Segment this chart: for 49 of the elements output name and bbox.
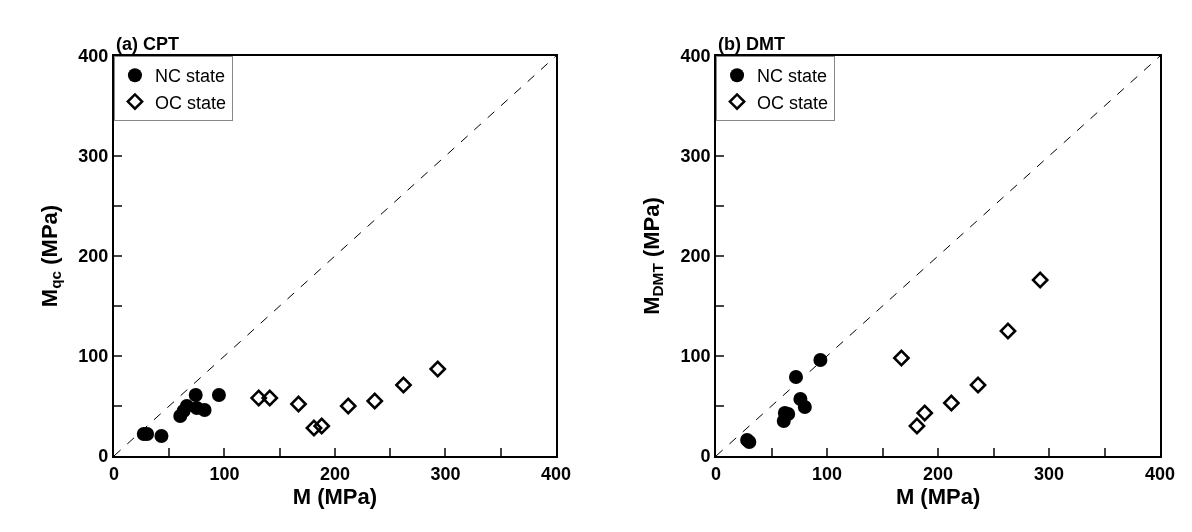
y-tick-label: 200 bbox=[680, 246, 711, 267]
point bbox=[999, 322, 1017, 340]
x-tick-label: 100 bbox=[209, 463, 240, 484]
point bbox=[942, 394, 960, 412]
point bbox=[188, 388, 203, 402]
chart-title: (b) DMT bbox=[718, 34, 785, 54]
y-tick-label: 300 bbox=[78, 146, 109, 167]
point bbox=[313, 417, 331, 435]
y-tick-label: 100 bbox=[78, 346, 109, 367]
x-tick-label: 200 bbox=[923, 463, 954, 484]
y-tick-label: 0 bbox=[98, 446, 109, 467]
y-tick-label: 400 bbox=[78, 46, 109, 67]
y-tick-label: 400 bbox=[680, 46, 711, 67]
x-tick-label: 100 bbox=[812, 463, 843, 484]
point bbox=[908, 417, 926, 435]
legend-label: OC state bbox=[757, 92, 829, 113]
point bbox=[395, 376, 412, 394]
legend-label: OC state bbox=[154, 92, 226, 113]
chart-title: (a) CPT bbox=[116, 34, 179, 54]
point bbox=[366, 392, 384, 410]
x-tick-label: 400 bbox=[1145, 463, 1176, 484]
point bbox=[339, 397, 357, 415]
point bbox=[893, 349, 910, 367]
point bbox=[797, 400, 812, 414]
point bbox=[154, 429, 169, 443]
y-tick-label: 300 bbox=[680, 146, 711, 167]
point bbox=[250, 389, 268, 407]
legend-label: NC state bbox=[154, 66, 225, 87]
x-tick-label: 300 bbox=[430, 463, 461, 484]
x-tick-label: 200 bbox=[319, 463, 350, 484]
point bbox=[197, 403, 212, 417]
point bbox=[211, 388, 226, 402]
x-tick-label: 400 bbox=[540, 463, 571, 484]
y-tick-label: 0 bbox=[700, 446, 711, 467]
x-axis-title: M (MPa) bbox=[895, 483, 981, 509]
point bbox=[1031, 271, 1049, 289]
point bbox=[305, 419, 323, 437]
x-tick-label: 300 bbox=[1034, 463, 1065, 484]
x-axis-title: M (MPa) bbox=[292, 483, 378, 509]
point bbox=[969, 376, 987, 394]
point bbox=[813, 353, 828, 367]
point bbox=[261, 389, 279, 407]
point bbox=[290, 395, 307, 413]
legend-label: NC state bbox=[757, 66, 828, 87]
y-tick-label: 100 bbox=[680, 346, 711, 367]
point bbox=[916, 404, 934, 422]
y-tick-label: 200 bbox=[78, 246, 109, 267]
point bbox=[788, 370, 803, 384]
point bbox=[429, 360, 447, 378]
